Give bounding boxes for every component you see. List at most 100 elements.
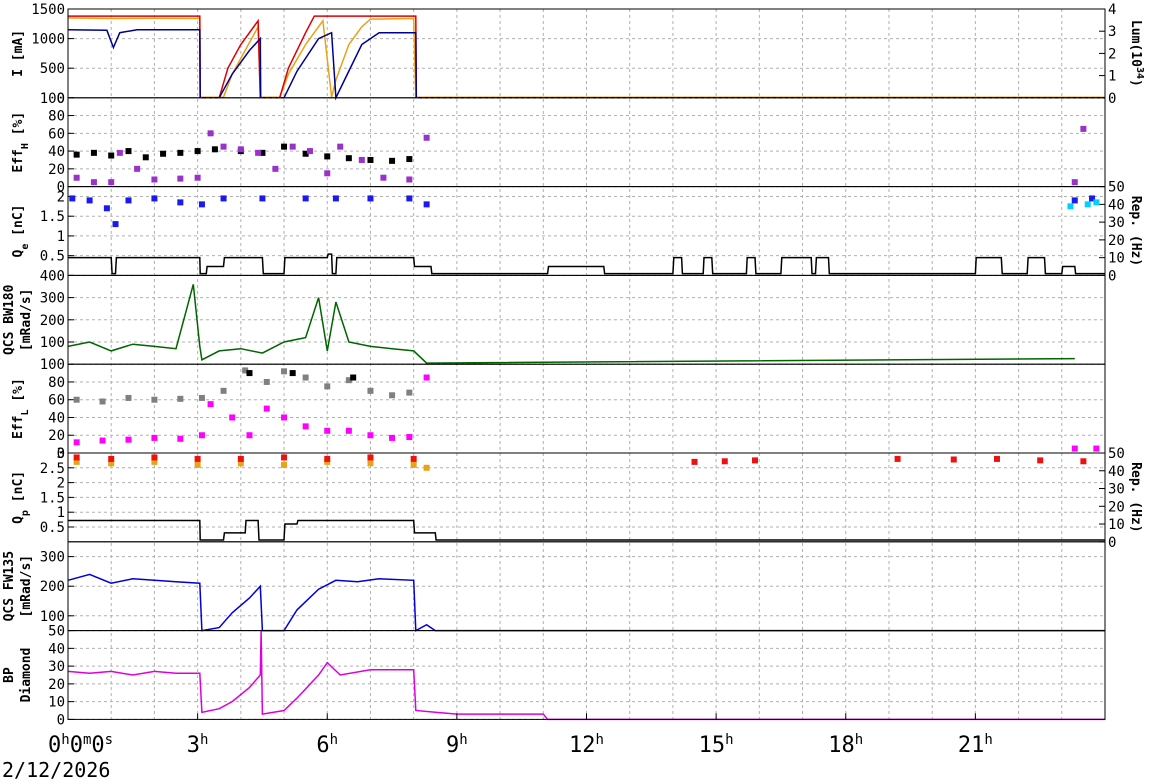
- series-point: [367, 195, 374, 202]
- series-point: [406, 195, 413, 202]
- y-axis-label: QCS BW180: [2, 284, 17, 355]
- series-point: [177, 149, 184, 156]
- x-tick-label: 12h: [569, 732, 604, 758]
- series-point: [220, 387, 227, 394]
- y2-tick-label: 30: [1108, 482, 1125, 498]
- y-tick-label: 2: [57, 189, 65, 205]
- series-point: [259, 195, 266, 202]
- series-point: [281, 454, 288, 461]
- series-point: [263, 378, 270, 385]
- series-point: [108, 179, 115, 186]
- series-point: [324, 427, 331, 434]
- series-point: [1093, 445, 1100, 452]
- y-tick-label: 0: [57, 712, 65, 728]
- series-point: [125, 148, 132, 155]
- y-tick-label: 100: [40, 357, 65, 373]
- series-point: [332, 195, 339, 202]
- y2-tick-label: 50: [1108, 180, 1125, 196]
- series-point: [380, 174, 387, 181]
- x-tick-label: 3h: [187, 732, 209, 758]
- series-point: [151, 458, 158, 465]
- series-point: [90, 149, 97, 156]
- series-point: [73, 151, 80, 158]
- series-point: [73, 458, 80, 465]
- series-point: [151, 176, 158, 183]
- y-tick-label: 50: [48, 624, 65, 640]
- series-point: [367, 387, 374, 394]
- series-point: [324, 153, 331, 160]
- series-line: [67, 630, 1105, 721]
- y-tick-label: 200: [40, 313, 65, 329]
- series-point: [242, 367, 249, 374]
- series-point: [752, 457, 759, 464]
- y2-tick-label: 0: [1108, 268, 1116, 284]
- series-point: [207, 401, 214, 408]
- series-point: [721, 458, 728, 465]
- y-axis-label-line2: [mRad/s]: [19, 288, 34, 351]
- series-point: [220, 195, 227, 202]
- series-point: [406, 389, 413, 396]
- series-point: [367, 460, 374, 467]
- series-point: [198, 432, 205, 439]
- series-point: [125, 197, 132, 204]
- series-point: [1080, 458, 1087, 465]
- series-point: [350, 374, 357, 381]
- y-tick-label: 2: [57, 476, 65, 492]
- y2-tick-label: 50: [1108, 446, 1125, 462]
- series-point: [389, 434, 396, 441]
- series-point: [324, 455, 331, 462]
- series-point: [69, 195, 76, 202]
- series-point: [207, 130, 214, 137]
- series-point: [423, 464, 430, 471]
- series-point: [1089, 195, 1096, 202]
- series-point: [423, 134, 430, 141]
- series-point: [160, 150, 167, 157]
- y-axis-label: Qp [nC]: [11, 471, 31, 524]
- y2-tick-label: 30: [1108, 215, 1125, 231]
- series-point: [198, 394, 205, 401]
- series-point: [410, 455, 417, 462]
- series-point: [367, 432, 374, 439]
- series-point: [255, 149, 262, 156]
- series-line: [67, 284, 1075, 364]
- series-point: [229, 414, 236, 421]
- series-line: [68, 253, 1105, 275]
- y-tick-label: 100: [40, 91, 65, 107]
- y2-tick-label: 3: [1108, 24, 1116, 40]
- y-axis-label-line2: [mRad/s]: [19, 555, 34, 618]
- series-point: [281, 461, 288, 468]
- y2-tick-label: 20: [1108, 499, 1125, 515]
- series-point: [177, 435, 184, 442]
- series-point: [73, 396, 80, 403]
- y-tick-label: 0.5: [40, 249, 65, 265]
- series-point: [367, 454, 374, 461]
- y-tick-label: 1500: [31, 2, 65, 18]
- series-point: [302, 423, 309, 430]
- series-point: [151, 396, 158, 403]
- series-point: [1071, 179, 1078, 186]
- series-point: [177, 175, 184, 182]
- y2-tick-label: 40: [1108, 197, 1125, 213]
- y-tick-label: 40: [48, 641, 65, 657]
- series-point: [358, 156, 365, 163]
- series-point: [691, 458, 698, 465]
- series-point: [237, 146, 244, 153]
- series-point: [177, 395, 184, 402]
- series-point: [194, 148, 201, 155]
- series-point: [116, 149, 123, 156]
- y-axis-label: QCS FW135: [2, 551, 17, 621]
- y-axis-label: BP: [2, 667, 17, 683]
- series-point: [289, 370, 296, 377]
- series-point: [410, 461, 417, 468]
- series-point: [281, 143, 288, 150]
- series-point: [406, 156, 413, 163]
- series-point: [423, 374, 430, 381]
- y-axis-label: Qe [nC]: [11, 205, 31, 258]
- y-tick-label: 1000: [31, 32, 65, 48]
- series-point: [1080, 125, 1087, 132]
- series-point: [345, 377, 352, 384]
- y-tick-label: 500: [40, 61, 65, 77]
- series-point: [246, 432, 253, 439]
- series-line: [67, 573, 1105, 632]
- series-point: [289, 143, 296, 150]
